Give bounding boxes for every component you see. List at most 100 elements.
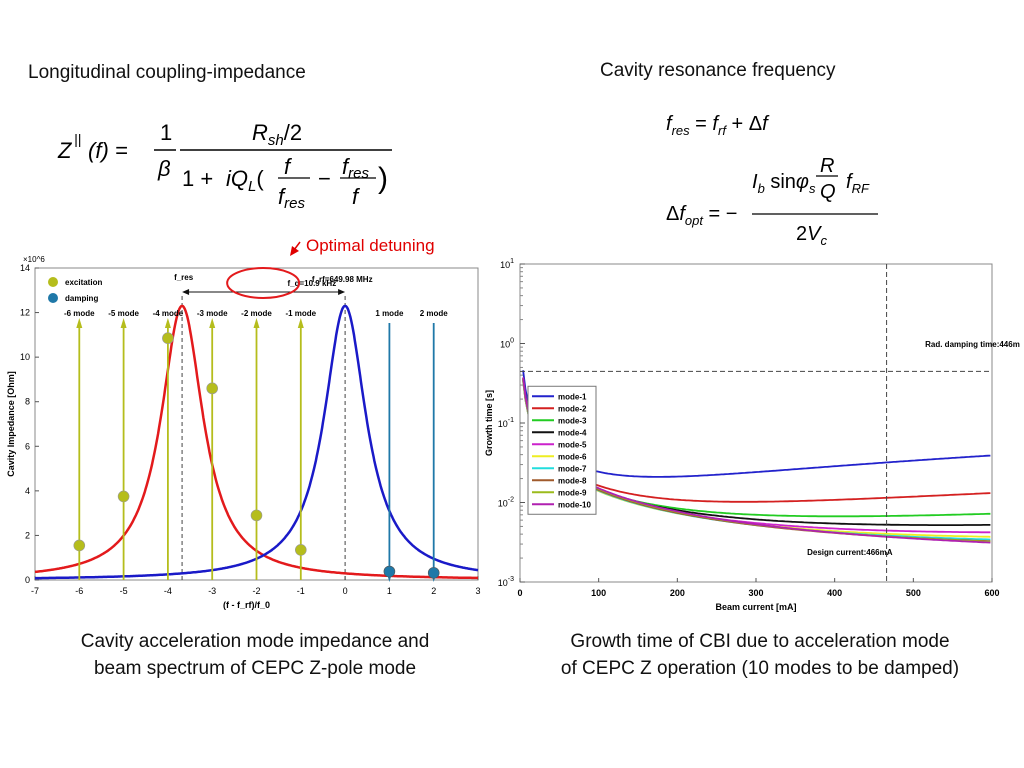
excitation-mode-label: -4 mode [153, 309, 184, 318]
y-tick-label: 100 [500, 338, 514, 350]
svg-text:): ) [378, 162, 388, 195]
x-tick-label: -7 [31, 586, 39, 596]
y-tick-label: 8 [25, 397, 30, 407]
fd-label: f_d=10.9 kHz [288, 279, 337, 288]
legend-label: mode-9 [558, 488, 587, 497]
x-tick-label: 3 [475, 586, 480, 596]
growth-caption: Growth time of CBI due to acceleration m… [510, 628, 1010, 682]
y-tick-label: 4 [25, 486, 30, 496]
x-tick-label: -4 [164, 586, 172, 596]
excitation-arrowhead [76, 318, 83, 328]
y-tick-label: 2 [25, 530, 30, 540]
excitation-arrowhead [297, 318, 304, 328]
y-axis-label: Growth time [s] [484, 390, 494, 456]
rad-damping-label: Rad. damping time:446ms [925, 340, 1020, 349]
y-tick-label: 6 [25, 441, 30, 451]
x-tick-label: 2 [431, 586, 436, 596]
excitation-arrowhead [120, 318, 127, 328]
growth-time-chart: 0 100 200 300 400 500 600 10-3 10-2 10-1 100 101 Bea… [484, 258, 1020, 612]
excitation-point [250, 509, 263, 522]
x-tick-label: 500 [906, 588, 921, 598]
legend-label: mode-4 [558, 428, 587, 437]
svg-text:(f) =: (f) = [88, 138, 128, 163]
y-tick-label: 14 [20, 263, 30, 273]
legend-label: mode-1 [558, 392, 587, 401]
excitation-point [117, 490, 130, 503]
excitation-arrowhead [164, 318, 171, 328]
impedance-caption-line1: Cavity acceleration mode impedance and [80, 631, 430, 652]
excitation-mode-label: -5 mode [108, 309, 139, 318]
x-tick-label: 100 [591, 588, 606, 598]
growth-curve-mode-10 [522, 377, 991, 544]
resonance-equation: fres = frf + Δf R Q Ib sinφs fRF Δfopt =… [666, 113, 878, 248]
excitation-mode-label: -3 mode [197, 309, 228, 318]
excitation-mode-label: -1 mode [285, 309, 316, 318]
svg-text:Z: Z [57, 138, 73, 163]
y-tick-label: 10-2 [498, 497, 514, 509]
svg-text:f: f [284, 154, 293, 179]
damping-mode-label: 1 mode [375, 309, 404, 318]
legend-label: mode-6 [558, 452, 587, 461]
excitation-mode-label: -2 mode [241, 309, 272, 318]
legend-label: mode-7 [558, 464, 587, 473]
x-tick-label: 300 [748, 588, 763, 598]
svg-text:1: 1 [160, 120, 172, 145]
resonance-heading: Cavity resonance frequency [600, 60, 836, 81]
impedance-caption: Cavity acceleration mode impedance and b… [20, 628, 490, 682]
x-tick-label: 0 [343, 586, 348, 596]
damping-point [383, 565, 396, 578]
growth-caption-line1: Growth time of CBI due to acceleration m… [570, 631, 950, 652]
x-tick-label: 200 [670, 588, 685, 598]
svg-text:Q: Q [820, 181, 836, 203]
legend-label: excitation [65, 278, 102, 287]
excitation-arrowhead [209, 318, 216, 328]
excitation-mode-label: -6 mode [64, 309, 95, 318]
x-axis-label: Beam current [mA] [715, 602, 796, 612]
excitation-point [206, 382, 218, 395]
growth-curve-mode-2 [522, 378, 991, 503]
svg-text:2Vc: 2Vc [796, 223, 827, 248]
x-tick-label: -1 [297, 586, 305, 596]
y-tick-label: 10 [20, 352, 30, 362]
x-tick-label: 400 [827, 588, 842, 598]
legend-label: mode-8 [558, 476, 587, 485]
optimal-detuning-label: Optimal detuning [306, 236, 435, 255]
x-axis-label: (f - f_rf)/f_0 [223, 600, 270, 610]
x-tick-label: -6 [75, 586, 83, 596]
damping-mode-label: 2 mode [420, 309, 449, 318]
y-axis-label: Cavity Impedance [Ohm] [6, 371, 16, 477]
legend-label: mode-10 [558, 500, 591, 509]
legend-label: mode-2 [558, 404, 587, 413]
excitation-arrowhead [253, 318, 260, 328]
growth-caption-line2: of CEPC Z operation (10 modes to be damp… [560, 658, 960, 679]
y-tick-label: 10-1 [498, 417, 514, 429]
svg-text:β: β [157, 156, 171, 181]
damping-point [427, 567, 440, 579]
impedance-equation: Z || (f) = 1 β Rsh/2 1 + iQL( f fres − f… [57, 120, 392, 212]
svg-text:iQL(: iQL( [226, 166, 264, 195]
y-tick-label: 0 [25, 575, 30, 585]
plot-area [519, 263, 993, 583]
y-tick-label: 12 [20, 308, 30, 318]
svg-text:1 +: 1 + [182, 166, 213, 191]
excitation-point [162, 332, 174, 344]
y-tick-label: 101 [500, 258, 514, 270]
impedance-heading: Longitudinal coupling-impedance [28, 62, 306, 83]
legend-label: mode-5 [558, 440, 587, 449]
legend-marker [48, 293, 58, 303]
legend-label: damping [65, 294, 98, 303]
y-tick-label: 10-3 [498, 576, 514, 588]
fd-highlight-ellipse [226, 267, 301, 299]
svg-text:f: f [352, 184, 361, 209]
x-tick-label: -5 [120, 586, 128, 596]
x-tick-label: -3 [208, 586, 216, 596]
arrow-head-right [338, 289, 346, 295]
design-current-label: Design current:466mA [807, 548, 893, 557]
svg-text:−: − [318, 166, 331, 191]
svg-text:R: R [820, 155, 834, 177]
excitation-point [294, 544, 307, 556]
impedance-caption-line2: beam spectrum of CEPC Z-pole mode [93, 658, 417, 679]
x-tick-label: -2 [252, 586, 260, 596]
